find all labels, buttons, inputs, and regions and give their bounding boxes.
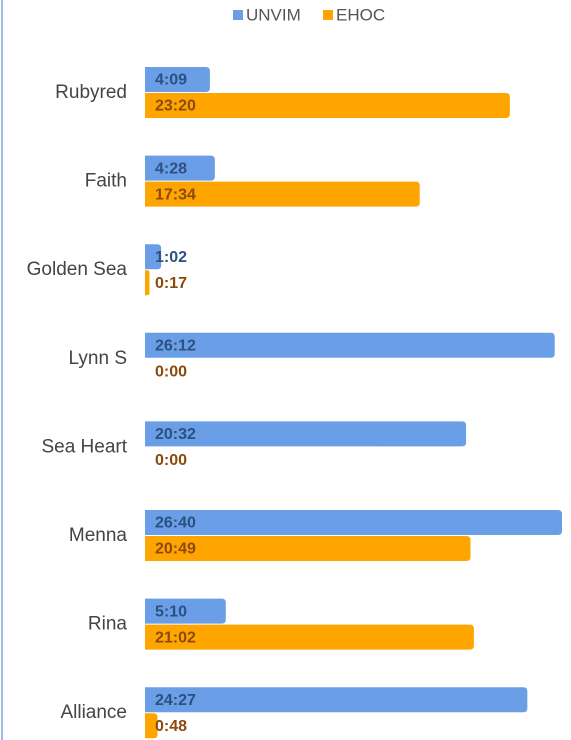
value-label: 20:32: [155, 426, 196, 443]
category-label: Menna: [69, 525, 128, 546]
value-label: 0:00: [155, 364, 187, 381]
value-label: 4:09: [155, 72, 187, 89]
legend-label: UNVIM: [246, 5, 301, 24]
category-label: Faith: [85, 171, 127, 192]
value-label: 0:00: [155, 452, 187, 469]
value-label: 26:40: [155, 515, 196, 532]
bar: [145, 332, 555, 358]
bar: [145, 93, 510, 118]
legend-swatch: [323, 10, 333, 20]
value-label: 0:17: [155, 275, 187, 292]
value-label: 5:10: [155, 603, 187, 620]
category-label: Golden Sea: [27, 259, 128, 280]
value-label: 21:02: [155, 629, 196, 646]
value-label: 0:48: [155, 718, 187, 735]
bar: [145, 155, 215, 181]
legend-swatch: [233, 10, 243, 20]
value-label: 24:27: [155, 692, 196, 709]
bar: [145, 181, 420, 207]
bar: [145, 598, 226, 624]
value-label: 26:12: [155, 338, 196, 355]
bar: [145, 687, 528, 713]
value-label: 4:28: [155, 160, 187, 177]
category-label: Lynn S: [69, 348, 127, 369]
bar: [145, 244, 162, 270]
bar: [145, 421, 467, 447]
bar: [145, 270, 150, 296]
category-label: Alliance: [60, 702, 127, 723]
category-label: Sea Heart: [41, 436, 127, 457]
bar: [145, 67, 210, 92]
bar: [145, 624, 474, 650]
value-label: 1:02: [155, 249, 187, 266]
bar: [145, 510, 562, 535]
bar: [145, 713, 158, 739]
category-label: Rina: [88, 614, 128, 635]
legend-label: EHOC: [336, 5, 385, 24]
value-label: 17:34: [155, 186, 196, 203]
value-label: 20:49: [155, 541, 196, 558]
category-label: Rubyred: [55, 82, 127, 103]
value-label: 23:20: [155, 98, 196, 115]
bar: [145, 536, 471, 561]
